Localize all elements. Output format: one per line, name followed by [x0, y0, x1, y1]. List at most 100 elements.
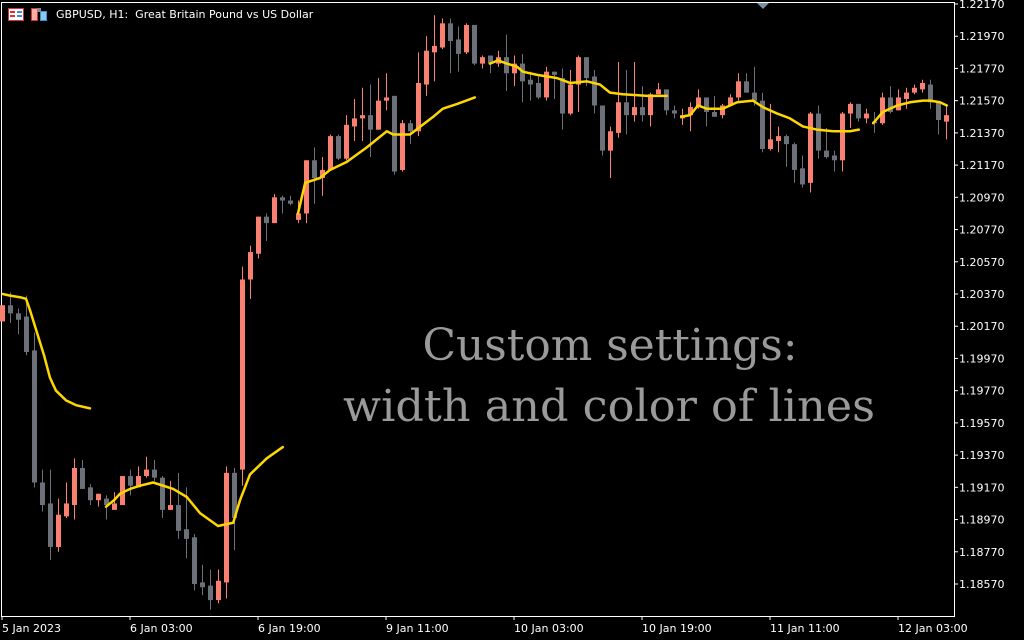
candle-body	[856, 103, 861, 119]
candle-body	[504, 57, 509, 74]
candle-body	[840, 113, 845, 161]
candle-bearish	[312, 147, 317, 204]
one-click-trading-icon[interactable]	[31, 7, 47, 21]
candle-body	[632, 107, 637, 116]
candle-body	[416, 82, 421, 132]
candle-body	[584, 57, 589, 79]
chart-frame	[1, 2, 955, 617]
candle-bullish	[480, 55, 485, 69]
candle-body	[208, 585, 213, 601]
candle-body	[328, 136, 333, 170]
price-label: 1.18770	[959, 546, 1005, 559]
candle-body	[888, 97, 893, 112]
candle-bullish	[248, 245, 253, 299]
candle-bullish	[776, 126, 781, 153]
candle-bullish	[808, 111, 813, 193]
candle-body	[880, 97, 885, 124]
candle-body	[80, 468, 85, 489]
candle-bullish	[496, 50, 501, 67]
candle-body	[816, 113, 821, 151]
price-label: 1.20170	[959, 320, 1005, 333]
candle-bearish	[280, 195, 285, 214]
price-label: 1.21370	[959, 127, 1005, 140]
candle-body	[576, 57, 581, 85]
candle-body	[488, 55, 493, 64]
price-axis[interactable]: 1.22170 1.21970 1.21770 1.21570 1.21370 1.211…	[954, 0, 1005, 591]
candle-body	[528, 79, 533, 85]
candle-body	[360, 115, 365, 119]
candle-bearish	[448, 18, 453, 74]
candle-bullish	[96, 493, 101, 507]
candle-bearish	[456, 26, 461, 72]
candle-bullish	[416, 52, 421, 137]
candle-body	[464, 24, 469, 53]
candle-bullish	[384, 73, 389, 111]
candle-bullish	[64, 482, 69, 518]
moving-average-line	[104, 445, 285, 528]
candle-body	[168, 505, 173, 510]
candle-body	[176, 505, 181, 531]
candle-body	[280, 197, 285, 201]
time-label: 9 Jan 11:00	[386, 622, 449, 635]
chart-shift-marker-icon[interactable]	[757, 3, 769, 9]
candle-body	[696, 97, 701, 108]
candle-body	[712, 111, 717, 117]
candle-body	[648, 94, 653, 116]
candle-bullish	[616, 62, 621, 138]
candle-bullish	[360, 87, 365, 141]
candle-body	[8, 305, 13, 314]
chart-title: GBPUSD, H1: Great Britain Pound vs US Do…	[56, 7, 314, 21]
candle-bullish	[328, 134, 333, 170]
candle-body	[608, 131, 613, 151]
candle-bullish	[880, 92, 885, 125]
candle-body	[104, 498, 109, 506]
time-axis[interactable]: 5 Jan 2023 6 Jan 03:00 6 Jan 19:00 9 Jan 11…	[1, 616, 968, 635]
candle-bullish	[544, 66, 549, 101]
candle-bullish	[56, 498, 61, 552]
candle-body	[40, 482, 45, 506]
candle-body	[832, 155, 837, 161]
candle-body	[56, 514, 61, 547]
candle-bearish	[184, 487, 189, 559]
candle-bearish	[528, 71, 533, 101]
candle-body	[920, 82, 925, 90]
candle-body	[248, 252, 253, 280]
price-label: 1.20770	[959, 224, 1005, 237]
candle-bearish	[600, 105, 605, 156]
candle-bearish	[24, 295, 29, 356]
candle-body	[48, 503, 53, 547]
candle-bullish	[400, 120, 405, 172]
candle-body	[144, 469, 149, 477]
candle-bearish	[552, 71, 557, 100]
candle-bullish	[736, 73, 741, 101]
candle-bullish	[344, 115, 349, 161]
candle-bearish	[520, 53, 525, 103]
candle-bearish	[784, 134, 789, 167]
candle-body	[944, 115, 949, 122]
chart-list-icon[interactable]	[8, 7, 24, 21]
price-label: 1.20570	[959, 256, 1005, 269]
candles-layer	[0, 15, 949, 610]
candle-bearish	[936, 102, 941, 135]
candle-bearish	[16, 308, 21, 335]
candle-body	[344, 124, 349, 159]
candle-body	[928, 84, 933, 103]
candle-body	[112, 503, 117, 510]
price-label: 1.19570	[959, 417, 1005, 430]
candle-bearish	[88, 484, 93, 506]
price-label: 1.19970	[959, 352, 1005, 365]
candle-bearish	[760, 92, 765, 153]
candle-bullish	[144, 456, 149, 478]
price-label: 1.21970	[959, 30, 1005, 43]
candle-body	[672, 110, 677, 114]
candle-body	[376, 100, 381, 130]
candle-body	[296, 213, 301, 220]
candle-body	[352, 118, 357, 127]
candle-bearish	[160, 476, 165, 518]
candle-body	[152, 469, 157, 478]
candle-bearish	[40, 469, 45, 512]
candle-body	[864, 113, 869, 119]
candle-body	[0, 305, 5, 322]
candle-body	[136, 476, 141, 488]
